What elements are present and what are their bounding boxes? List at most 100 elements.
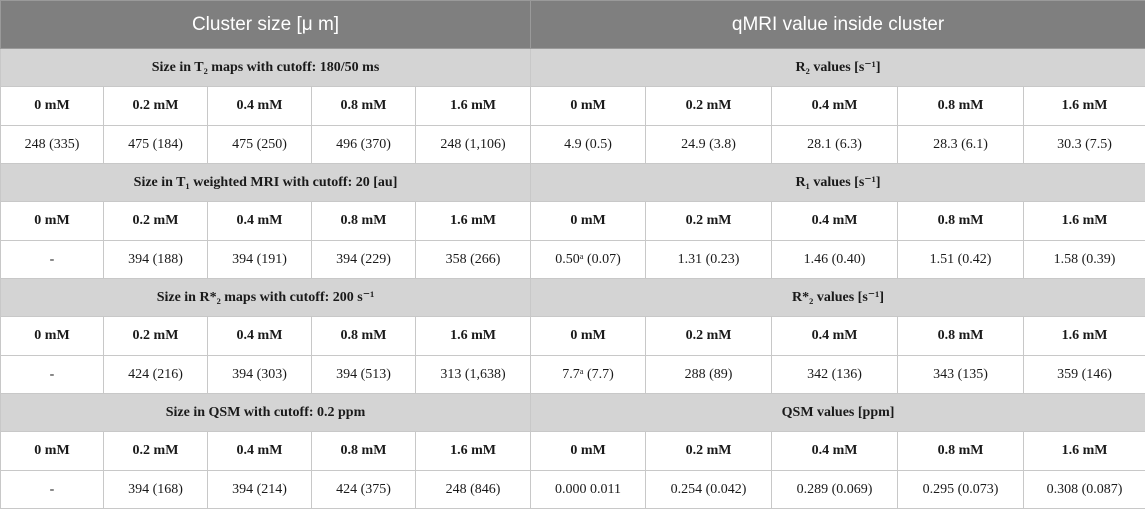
qmri-value-cell: 28.3 (6.1) — [897, 125, 1025, 164]
concentration-header: 0.8 mM — [311, 316, 416, 356]
value-row: -424 (216) 394 (303) 394 (513) 313 (1,638) 7… — [0, 355, 1145, 394]
size-value-cell: 394 (188) — [103, 240, 208, 279]
qmri-value-cell: 0.295 (0.073) — [897, 470, 1025, 509]
concentration-header: 0.2 mM — [645, 431, 773, 471]
qmri-value-cell: 288 (89) — [645, 355, 773, 394]
concentration-header: 0 mM — [530, 201, 647, 241]
concentration-header: 1.6 mM — [1023, 201, 1145, 241]
concentration-header: 0.4 mM — [771, 201, 899, 241]
section-header-row: Size in R*₂ maps with cutoff: 200 s⁻¹ R*₂… — [0, 278, 1145, 317]
section-size-title: Size in T₁ weighted MRI with cutoff: 20 … — [0, 163, 532, 202]
concentration-row: 0 mM 0.2 mM 0.4 mM 0.8 mM 1.6 mM 0 mM 0.2 mM 0.… — [0, 86, 1145, 126]
size-value-cell: - — [0, 355, 104, 394]
size-value-cell: - — [0, 240, 104, 279]
qmri-value-cell: 0.000 0.011 — [530, 470, 647, 509]
concentration-header: 0.2 mM — [103, 86, 208, 126]
qmri-value-cell: 24.9 (3.8) — [645, 125, 773, 164]
concentration-row: 0 mM 0.2 mM 0.4 mM 0.8 mM 1.6 mM 0 mM 0.2 mM 0.… — [0, 316, 1145, 356]
concentration-header: 0.2 mM — [103, 201, 208, 241]
size-value-cell: 475 (250) — [207, 125, 312, 164]
qmri-value-cell: 1.58 (0.39) — [1023, 240, 1145, 279]
qmri-value-cell: 0.308 (0.087) — [1023, 470, 1145, 509]
size-value-cell: 313 (1,638) — [414, 355, 532, 394]
concentration-header: 0.8 mM — [311, 431, 416, 471]
top-header-row: Cluster size [μ m] qMRI value inside clu… — [0, 0, 1145, 49]
size-value-cell: 248 (846) — [414, 470, 532, 509]
section-size-title: Size in R*₂ maps with cutoff: 200 s⁻¹ — [0, 278, 532, 317]
qmri-value-cell: 7.7ᵃ (7.7) — [530, 355, 647, 394]
size-value-cell: 394 (214) — [207, 470, 312, 509]
concentration-header: 0 mM — [530, 316, 647, 356]
concentration-header: 0.4 mM — [207, 431, 312, 471]
qmri-value-cell: 343 (135) — [897, 355, 1025, 394]
concentration-header: 1.6 mM — [414, 86, 532, 126]
concentration-header: 0 mM — [0, 316, 104, 356]
size-value-cell: 394 (168) — [103, 470, 208, 509]
qmri-value-cell: 28.1 (6.3) — [771, 125, 899, 164]
qmri-value-cell: 1.51 (0.42) — [897, 240, 1025, 279]
qmri-value-cell: 359 (146) — [1023, 355, 1145, 394]
size-value-cell: 424 (375) — [311, 470, 416, 509]
concentration-header: 0 mM — [0, 431, 104, 471]
concentration-header: 1.6 mM — [414, 316, 532, 356]
size-value-cell: - — [0, 470, 104, 509]
concentration-header: 0 mM — [0, 86, 104, 126]
qmri-value-cell: 0.50ᵃ (0.07) — [530, 240, 647, 279]
concentration-header: 0.8 mM — [311, 86, 416, 126]
cluster-size-header: Cluster size [μ m] — [0, 0, 532, 49]
concentration-header: 0.2 mM — [103, 431, 208, 471]
concentration-header: 0.4 mM — [207, 316, 312, 356]
qmri-value-header: qMRI value inside cluster — [530, 0, 1145, 49]
concentration-header: 0.8 mM — [897, 86, 1025, 126]
size-value-cell: 248 (335) — [0, 125, 104, 164]
concentration-header: 1.6 mM — [1023, 431, 1145, 471]
section-qmri-title: QSM values [ppm] — [530, 393, 1145, 432]
concentration-header: 0.4 mM — [771, 316, 899, 356]
concentration-header: 0.2 mM — [645, 201, 773, 241]
concentration-header: 0 mM — [0, 201, 104, 241]
section-qmri-title: R₂ values [s⁻¹] — [530, 48, 1145, 87]
qmri-value-cell: 1.46 (0.40) — [771, 240, 899, 279]
size-value-cell: 394 (303) — [207, 355, 312, 394]
value-row: -394 (188) 394 (191) 394 (229) 358 (266) 0.5… — [0, 240, 1145, 279]
concentration-header: 0.4 mM — [207, 86, 312, 126]
concentration-header: 0.2 mM — [645, 86, 773, 126]
concentration-header: 0.8 mM — [311, 201, 416, 241]
size-value-cell: 248 (1,106) — [414, 125, 532, 164]
qmri-value-cell: 342 (136) — [771, 355, 899, 394]
concentration-header: 0 mM — [530, 86, 647, 126]
size-value-cell: 424 (216) — [103, 355, 208, 394]
value-row: -394 (168) 394 (214) 424 (375) 248 (846) 0.0… — [0, 470, 1145, 509]
section-qmri-title: R₁ values [s⁻¹] — [530, 163, 1145, 202]
qmri-value-cell: 1.31 (0.23) — [645, 240, 773, 279]
concentration-header: 0.4 mM — [771, 431, 899, 471]
concentration-header: 0.8 mM — [897, 316, 1025, 356]
qmri-value-cell: 4.9 (0.5) — [530, 125, 647, 164]
size-value-cell: 496 (370) — [311, 125, 416, 164]
concentration-header: 0.4 mM — [207, 201, 312, 241]
size-value-cell: 394 (513) — [311, 355, 416, 394]
concentration-header: 1.6 mM — [1023, 316, 1145, 356]
concentration-header: 0.2 mM — [645, 316, 773, 356]
value-row: 248 (335) 475 (184) 475 (250) 496 (370) 248 … — [0, 125, 1145, 164]
concentration-header: 1.6 mM — [1023, 86, 1145, 126]
section-qmri-title: R*₂ values [s⁻¹] — [530, 278, 1145, 317]
size-value-cell: 394 (229) — [311, 240, 416, 279]
size-value-cell: 358 (266) — [414, 240, 532, 279]
section-header-row: Size in QSM with cutoff: 0.2 ppm QSM valu… — [0, 393, 1145, 432]
concentration-header: 1.6 mM — [414, 201, 532, 241]
qmri-value-cell: 0.289 (0.069) — [771, 470, 899, 509]
qmri-value-cell: 0.254 (0.042) — [645, 470, 773, 509]
qmri-value-cell: 30.3 (7.5) — [1023, 125, 1145, 164]
concentration-row: 0 mM 0.2 mM 0.4 mM 0.8 mM 1.6 mM 0 mM 0.2 mM 0.… — [0, 431, 1145, 471]
concentration-header: 0.8 mM — [897, 201, 1025, 241]
concentration-header: 0.2 mM — [103, 316, 208, 356]
concentration-row: 0 mM 0.2 mM 0.4 mM 0.8 mM 1.6 mM 0 mM 0.2 mM 0.… — [0, 201, 1145, 241]
concentration-header: 1.6 mM — [414, 431, 532, 471]
concentration-header: 0.4 mM — [771, 86, 899, 126]
section-size-title: Size in T₂ maps with cutoff: 180/50 ms — [0, 48, 532, 87]
size-value-cell: 394 (191) — [207, 240, 312, 279]
size-value-cell: 475 (184) — [103, 125, 208, 164]
section-header-row: Size in T₂ maps with cutoff: 180/50 ms R₂… — [0, 48, 1145, 87]
